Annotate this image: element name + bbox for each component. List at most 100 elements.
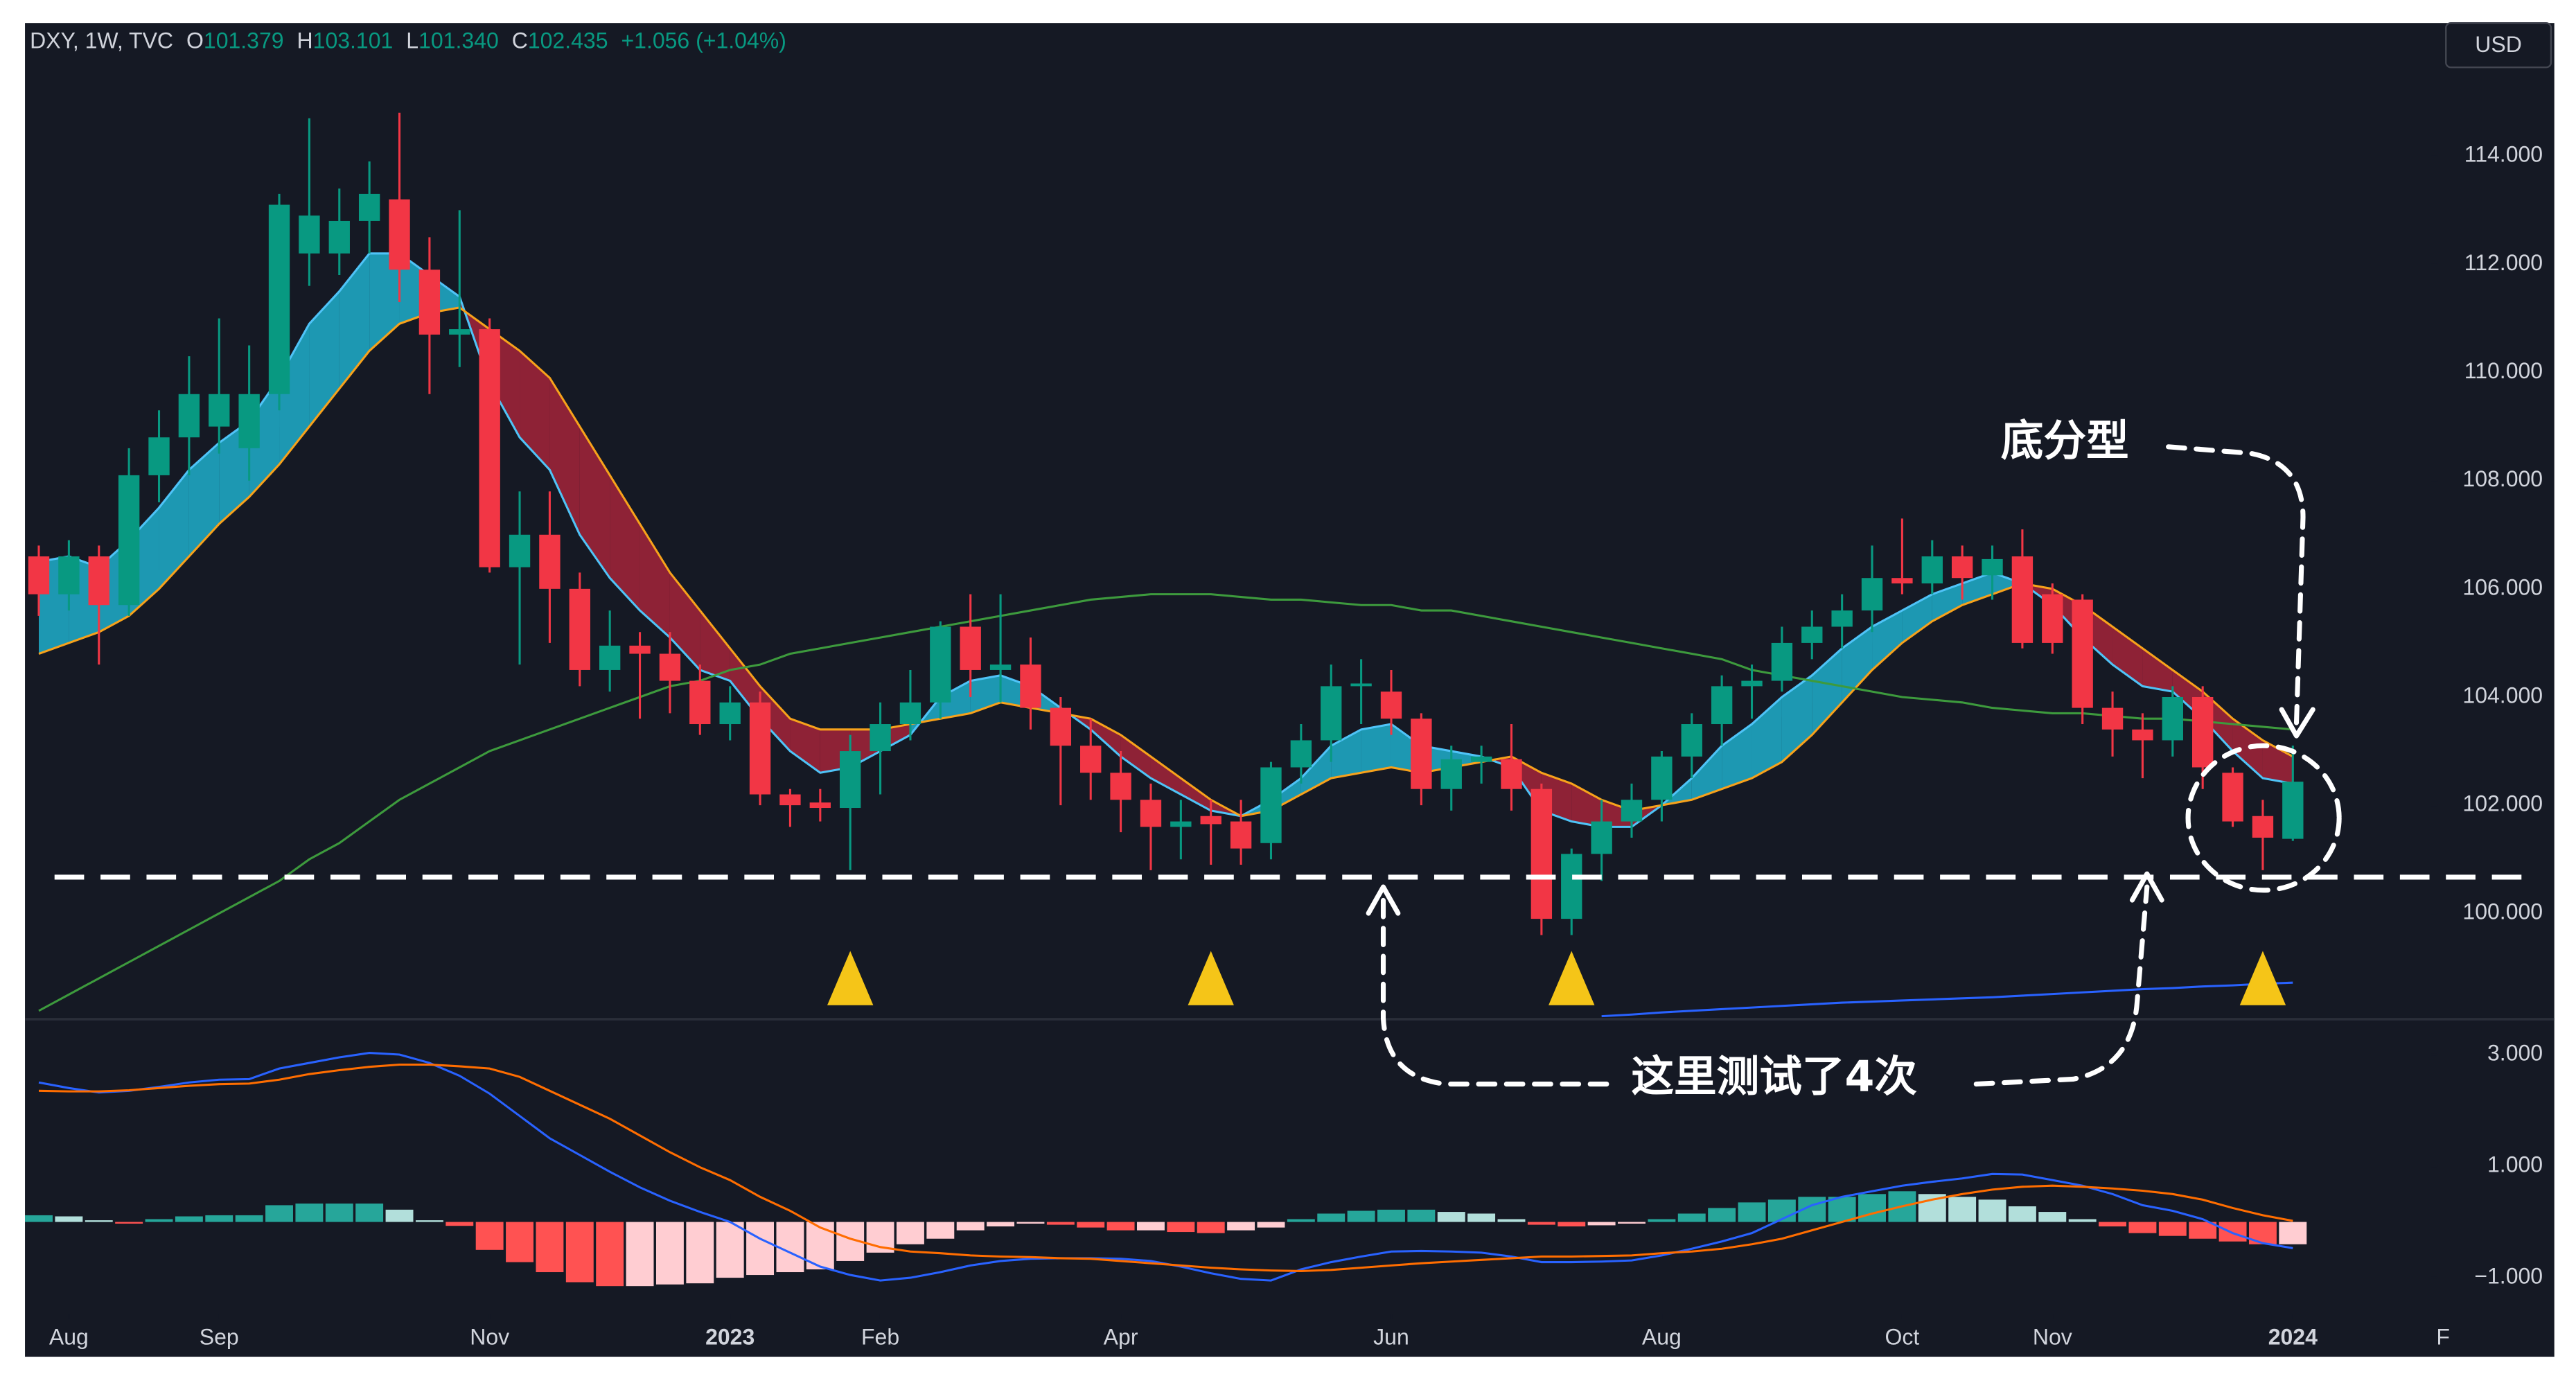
candle-body <box>1621 800 1643 822</box>
legend-part: C <box>512 28 528 53</box>
candle-body <box>1591 821 1612 854</box>
ribbon-segment <box>339 253 370 389</box>
histogram-bar <box>2158 1222 2187 1236</box>
candle-body <box>238 394 260 448</box>
candle-body <box>1741 680 1763 687</box>
candle-body <box>599 645 621 670</box>
candle-body <box>418 270 441 335</box>
legend-part: 103.101 <box>313 28 394 53</box>
histogram-bar <box>1527 1222 1555 1225</box>
ribbon-segment <box>1300 746 1332 795</box>
ribbon-segment <box>1752 696 1782 779</box>
histogram-bar <box>1618 1222 1646 1224</box>
x-tick-label: Jun <box>1373 1324 1409 1349</box>
candle-body <box>148 437 170 475</box>
x-tick-label: Apr <box>1104 1324 1138 1349</box>
histogram-bar <box>325 1203 353 1222</box>
histogram-bar <box>385 1209 414 1222</box>
macd-pane: 3.000 1.000 −1.000 Aug Sep Nov 2023 Feb Apr Jun Au… <box>25 1040 2543 1349</box>
legend-part: +1.056 (+1.04%) <box>621 28 786 53</box>
candle-body <box>930 626 951 703</box>
candle-body <box>539 534 561 589</box>
histogram-bar <box>1077 1222 1105 1228</box>
candle-body <box>840 751 861 809</box>
ribbon-segment <box>790 719 820 773</box>
candle-body <box>2282 782 2304 839</box>
candle-body <box>1380 692 1402 719</box>
signal-marker <box>827 951 874 1005</box>
signal-marker <box>2239 951 2286 1005</box>
candle-body <box>1861 578 1883 611</box>
x-tick-label: F <box>2436 1324 2450 1349</box>
histogram-bar <box>1497 1219 1526 1222</box>
candle-body <box>1411 719 1432 789</box>
line <box>38 252 2293 828</box>
line <box>38 1063 2293 1272</box>
histogram-bar <box>1708 1208 1736 1222</box>
ribbon-segment <box>610 475 640 611</box>
candle-body <box>689 680 711 725</box>
ribbon-segment <box>2262 740 2293 784</box>
histogram-bar <box>626 1222 654 1287</box>
candle-body <box>1651 756 1673 800</box>
candle-body <box>1951 556 1973 579</box>
ribbon-segment <box>188 443 220 556</box>
histogram-bar <box>2279 1222 2307 1244</box>
histogram-bar <box>355 1203 384 1222</box>
histogram-bar <box>145 1219 173 1222</box>
candle-body <box>2042 594 2063 643</box>
histogram-bar <box>2189 1222 2217 1239</box>
candle-body <box>2222 773 2243 822</box>
ribbon-segment <box>639 524 670 638</box>
candle-body <box>1831 610 1853 627</box>
ribbon-segment <box>700 610 730 681</box>
legend-part: 101.340 <box>418 28 499 53</box>
candle-body <box>28 556 50 594</box>
ribbon-segment <box>730 648 761 719</box>
ribbon-segment <box>1361 724 1391 773</box>
histogram-bar <box>175 1216 203 1222</box>
candle-body <box>1501 759 1522 789</box>
y-tick-label: 104.000 <box>2462 682 2543 707</box>
x-tick-label: Aug <box>1642 1324 1682 1349</box>
histogram-bar <box>1227 1222 1255 1231</box>
x-tick-label: 2024 <box>2268 1324 2318 1349</box>
histogram-bar <box>896 1222 924 1244</box>
arrow-head <box>2279 707 2315 739</box>
candle-body <box>58 556 80 594</box>
ribbon-segment <box>549 378 580 535</box>
candle-body <box>1350 683 1372 687</box>
histogram-bar <box>1106 1222 1135 1231</box>
candle-body <box>449 329 470 335</box>
histogram-bar <box>1347 1210 1375 1222</box>
candle-body <box>1290 740 1312 768</box>
candle-body <box>989 664 1012 670</box>
ribbon-segment <box>2142 648 2173 692</box>
candle-body <box>1561 854 1582 919</box>
ribbon-segment <box>1661 778 1692 806</box>
main-pane: 100.000 102.000 104.000 106.000 108.000 110.0… <box>28 112 2543 1018</box>
histogram-bar <box>1828 1197 1856 1222</box>
candle-body <box>389 199 410 270</box>
candle-body <box>1110 773 1131 800</box>
y-tick-label: 100.000 <box>2462 899 2543 924</box>
symbol-legend: DXY, 1W, TVC O101.379 H103.101 L101.340 C102… <box>30 28 786 53</box>
candle-body <box>1200 816 1221 825</box>
ribbon-segment <box>1150 756 1181 795</box>
histogram-bar <box>415 1220 443 1222</box>
ribbon-segment <box>309 291 339 427</box>
histogram-bar <box>25 1215 53 1222</box>
candle-body <box>1170 821 1192 827</box>
ribbon-segment <box>1842 626 1873 703</box>
candle-body <box>268 204 290 394</box>
candle-body <box>509 534 531 567</box>
line <box>38 306 2294 818</box>
candle-body <box>749 702 771 795</box>
candle-body <box>1771 642 1793 681</box>
candle-body <box>1050 707 1072 746</box>
histogram-bar <box>2099 1222 2126 1227</box>
candle-body <box>328 220 350 254</box>
signal-marker <box>1188 951 1234 1005</box>
ribbon-segment <box>1962 572 1993 606</box>
